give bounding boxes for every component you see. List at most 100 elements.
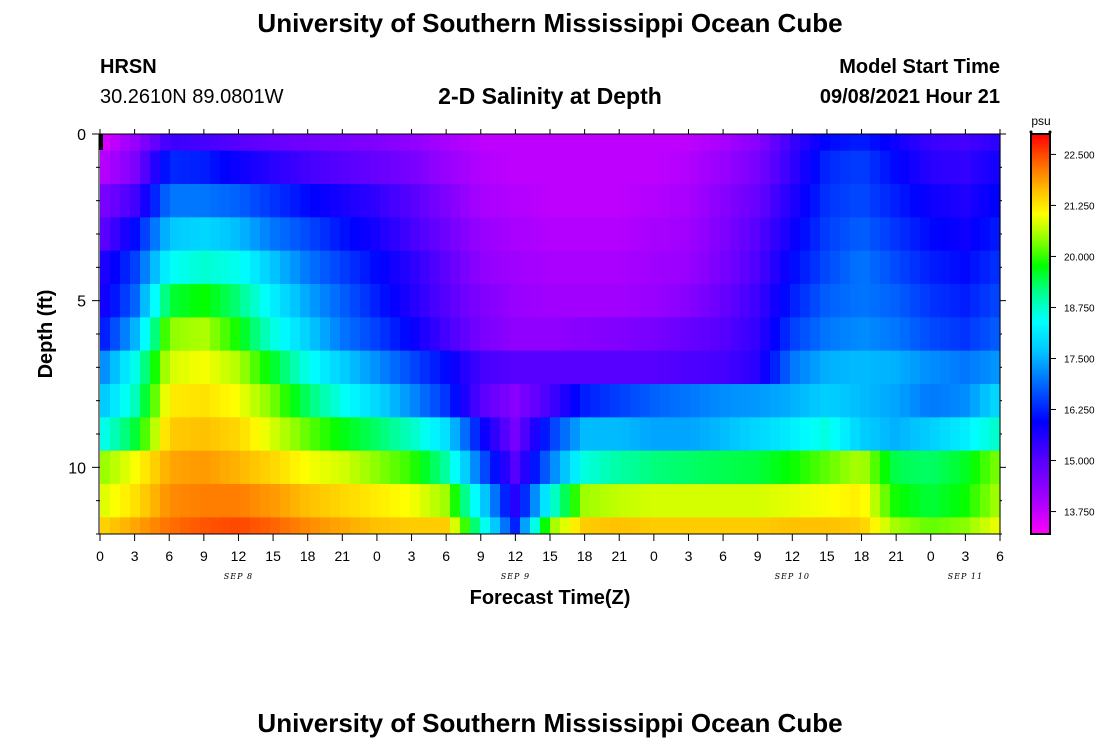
heatmap-cells [100, 134, 1001, 535]
heatmap-cell [520, 350, 531, 385]
heatmap-cell [360, 184, 371, 218]
heatmap-cell [800, 134, 811, 152]
heatmap-cell [890, 317, 901, 352]
heatmap-cell [340, 517, 351, 535]
heatmap-cell [970, 517, 981, 535]
heatmap-cell [610, 384, 621, 418]
heatmap-cell [540, 450, 551, 485]
heatmap-cell [980, 417, 991, 452]
heatmap-cell [840, 217, 851, 252]
heatmap-cell [890, 484, 901, 518]
heatmap-cell [640, 350, 651, 385]
heatmap-cell [950, 184, 961, 218]
heatmap-cell [260, 134, 271, 152]
x-tick-label: 9 [754, 548, 762, 564]
heatmap-cell [760, 150, 771, 185]
heatmap-cell [570, 484, 581, 518]
x-tick-label: 3 [408, 548, 416, 564]
heatmap-cell [350, 450, 361, 485]
heatmap-cell [350, 384, 361, 418]
heatmap-cell [180, 317, 191, 352]
heatmap-cell [910, 317, 921, 352]
heatmap-cell [510, 484, 521, 518]
heatmap-cell [440, 250, 451, 285]
heatmap-cell [270, 184, 281, 218]
heatmap-cell [920, 484, 931, 518]
heatmap-cell [660, 250, 671, 285]
heatmap-cell [900, 517, 911, 535]
heatmap-cell [210, 384, 221, 418]
heatmap-cell [460, 350, 471, 385]
heatmap-cell [940, 250, 951, 285]
heatmap-cell [130, 250, 141, 285]
heatmap-cell [310, 417, 321, 452]
heatmap-cell [580, 450, 591, 485]
heatmap-cell [940, 150, 951, 185]
heatmap-cell [180, 350, 191, 385]
heatmap-cell [940, 284, 951, 318]
heatmap-cell [340, 134, 351, 152]
heatmap-cell [360, 317, 371, 352]
heatmap-cell [260, 217, 271, 252]
heatmap-cell [460, 450, 471, 485]
heatmap-cell [780, 217, 791, 252]
heatmap-cell [420, 517, 431, 535]
heatmap-cell [580, 284, 591, 318]
heatmap-cell [600, 250, 611, 285]
colorbar-tick-label: 18.750 [1064, 303, 1095, 314]
heatmap-cell [260, 517, 271, 535]
heatmap-cell [760, 317, 771, 352]
heatmap-cell [890, 217, 901, 252]
heatmap-cell [720, 250, 731, 285]
heatmap-cell [450, 384, 461, 418]
heatmap-cell [220, 417, 231, 452]
heatmap-cell [610, 184, 621, 218]
heatmap-cell [520, 134, 531, 152]
heatmap-cell [200, 134, 211, 152]
heatmap-cell [360, 417, 371, 452]
heatmap-cell [340, 417, 351, 452]
heatmap-cell [430, 517, 441, 535]
heatmap-cell [740, 417, 751, 452]
heatmap-cell [390, 517, 401, 535]
heatmap-cell [560, 284, 571, 318]
heatmap-cell [760, 134, 771, 152]
heatmap-cell [840, 184, 851, 218]
heatmap-cell [210, 134, 221, 152]
heatmap-cell [230, 417, 241, 452]
heatmap-cell [680, 150, 691, 185]
heatmap-cell [140, 350, 151, 385]
heatmap-cell [440, 150, 451, 185]
heatmap-cell [530, 484, 541, 518]
heatmap-cell [790, 384, 801, 418]
heatmap-cell [300, 484, 311, 518]
heatmap-cell [120, 417, 131, 452]
heatmap-cell [680, 350, 691, 385]
heatmap-cell [200, 250, 211, 285]
heatmap-cell [730, 134, 741, 152]
plot-title: 2-D Salinity at Depth [438, 83, 662, 109]
heatmap-cell [710, 384, 721, 418]
heatmap-cell [200, 317, 211, 352]
heatmap-cell [910, 484, 921, 518]
heatmap-cell [210, 284, 221, 318]
heatmap-cell [380, 450, 391, 485]
heatmap-cell [380, 384, 391, 418]
heatmap-cell [990, 484, 1001, 518]
heatmap-cell [840, 384, 851, 418]
heatmap-cell [230, 184, 241, 218]
heatmap-cell [970, 450, 981, 485]
heatmap-cell [830, 384, 841, 418]
heatmap-cell [290, 450, 301, 485]
heatmap-cell [300, 450, 311, 485]
heatmap-cell [260, 284, 271, 318]
heatmap-cell [220, 284, 231, 318]
heatmap-cell [140, 284, 151, 318]
heatmap-cell [170, 350, 181, 385]
date-label: SEP 8 [224, 572, 253, 581]
heatmap-cell [920, 317, 931, 352]
heatmap-cell [350, 284, 361, 318]
heatmap-cell [610, 150, 621, 185]
heatmap-cell [430, 184, 441, 218]
x-tick-label: 0 [373, 548, 381, 564]
